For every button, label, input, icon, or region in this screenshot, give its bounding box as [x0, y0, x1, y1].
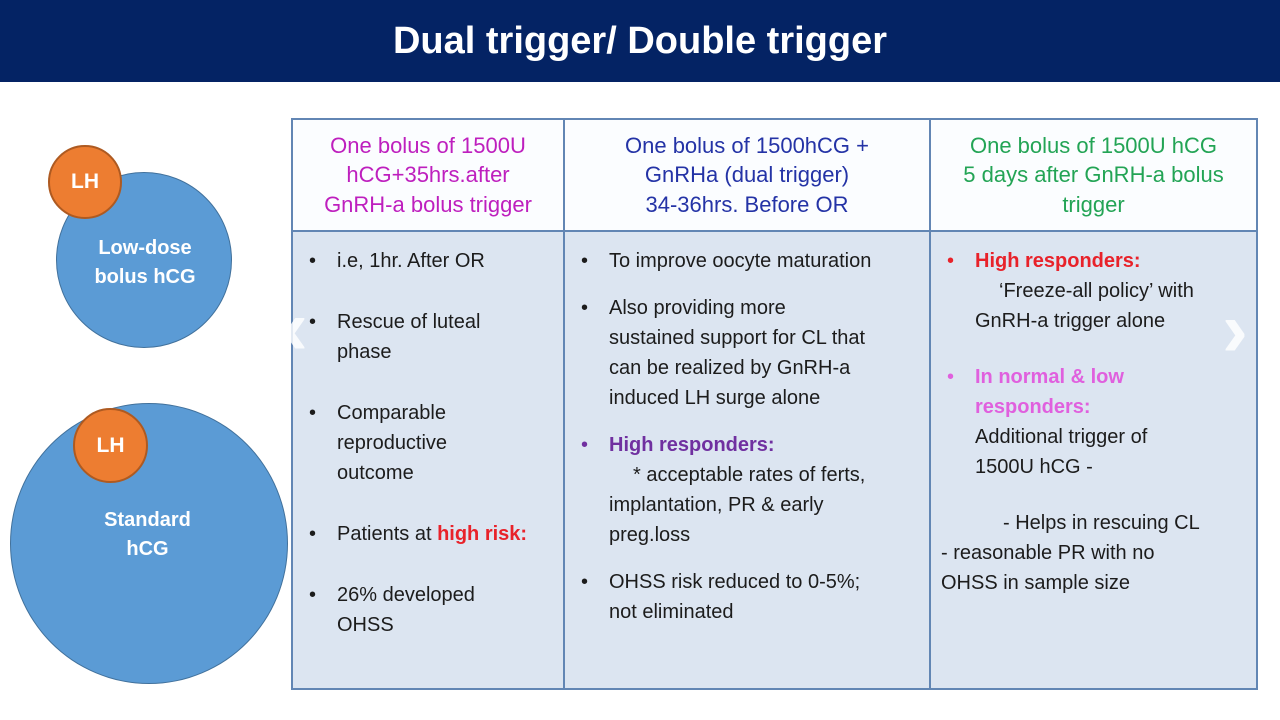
slide-title: Dual trigger/ Double trigger	[392, 19, 888, 62]
list-item: • High responders: * acceptable rates of f…	[565, 430, 923, 550]
sub-note: ‘Freeze-all policy’ with GnRH-a trigger …	[975, 280, 1194, 332]
column-body-1: • i.e, 1hr. After OR • Rescue of luteal ph…	[293, 232, 565, 688]
high-responders-heading: High responders:	[609, 434, 775, 456]
normal-low-responders-heading: In normal & low responders:	[975, 366, 1124, 418]
bullet-icon: •	[581, 434, 589, 456]
bullet-icon: •	[309, 250, 317, 272]
column-body-3: • High responders: ‘Freeze-all policy’ wit…	[931, 232, 1256, 688]
sub-note: * acceptable rates of ferts, implantatio…	[609, 464, 866, 546]
dash-note: - reasonable PR with no OHSS in sample s…	[941, 542, 1155, 594]
list-item: • Patients at high risk:	[293, 519, 557, 549]
bullet-icon: •	[309, 311, 317, 333]
bullet-icon: •	[309, 584, 317, 606]
high-risk-emphasis: high risk:	[437, 523, 528, 545]
column-header-2: One bolus of 1500hCG + GnRHa (dual trigg…	[565, 120, 931, 232]
standard-hcg-circle	[10, 403, 288, 684]
lh-badge-label: LH	[96, 433, 125, 457]
column-header-3: One bolus of 1500U hCG 5 days after GnRH…	[931, 120, 1256, 232]
column-body-2: • To improve oocyte maturation • Also prov…	[565, 232, 931, 688]
bullet-icon: •	[947, 366, 955, 388]
list-item: • In normal & low responders: Additional t…	[931, 362, 1250, 482]
list-item: • 26% developed OHSS	[293, 580, 557, 640]
list-item: • High responders: ‘Freeze-all policy’ wit…	[931, 246, 1250, 336]
bullet-icon: •	[581, 250, 589, 272]
list-item: - Helps in rescuing CL - reasonable PR wi…	[931, 508, 1250, 598]
bullet-icon: •	[581, 297, 589, 319]
next-arrow-icon[interactable]: ›	[1222, 285, 1248, 373]
title-banner: Dual trigger/ Double trigger	[0, 0, 1280, 82]
list-item: • Comparable reproductive outcome	[293, 398, 557, 488]
column-header-1: One bolus of 1500U hCG+35hrs.after GnRH-…	[293, 120, 565, 232]
high-responders-heading: High responders:	[975, 250, 1141, 272]
list-item: • Rescue of luteal phase	[293, 307, 557, 367]
comparison-table: One bolus of 1500U hCG+35hrs.after GnRH-…	[291, 118, 1258, 690]
prev-arrow-icon[interactable]: ‹	[282, 283, 308, 371]
bullet-icon: •	[309, 402, 317, 424]
list-item: • To improve oocyte maturation	[565, 246, 923, 276]
bullet-icon: •	[581, 571, 589, 593]
low-dose-hcg-label: Low-dose bolus hCG	[94, 237, 196, 288]
sub-note: Additional trigger of 1500U hCG -	[975, 426, 1148, 478]
dash-note: - Helps in rescuing CL	[1003, 512, 1200, 534]
bullet-icon: •	[309, 523, 317, 545]
standard-hcg-label: Standard hCG	[104, 509, 191, 560]
lh-badge-circle: LH	[73, 408, 148, 483]
list-item: • OHSS risk reduced to 0-5%; not eliminat…	[565, 567, 923, 627]
bullet-icon: •	[947, 250, 955, 272]
lh-badge-circle: LH	[48, 145, 122, 219]
lh-badge-label: LH	[71, 170, 99, 193]
list-item: • Also providing more sustained support f…	[565, 293, 923, 413]
list-item: • i.e, 1hr. After OR	[293, 246, 557, 276]
